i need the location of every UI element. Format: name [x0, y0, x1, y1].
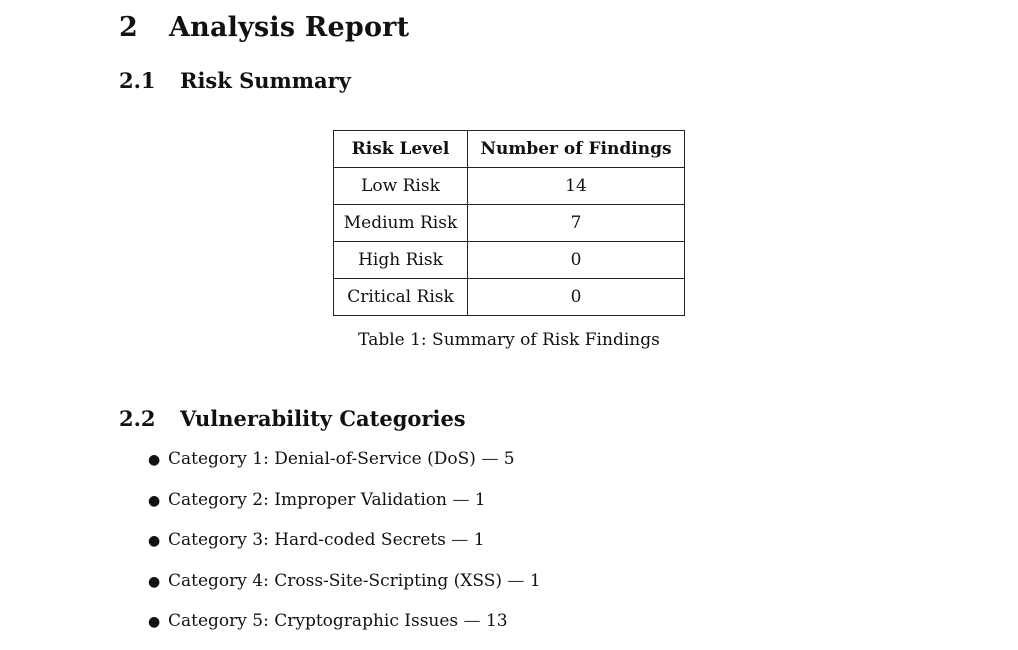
findings-count-cell: 0	[467, 278, 685, 316]
subsection-number: 2.1	[119, 68, 156, 93]
subsection-number: 2.2	[119, 406, 156, 431]
category-count: 1	[474, 489, 486, 510]
subsection-title: Risk Summary	[180, 68, 351, 93]
category-count: 5	[503, 449, 515, 469]
bullet-icon: ●	[148, 492, 161, 509]
section-number: 2	[119, 12, 138, 43]
list-item: ● Category 2: Improper Validation — 1	[148, 488, 541, 529]
section-heading: 2 Analysis Report	[119, 12, 409, 43]
findings-count-cell: 7	[467, 204, 685, 242]
subsection-title: Vulnerability Categories	[180, 406, 466, 431]
vulnerability-category-list: ● Category 1: Denial-of-Service (DoS) — 5…	[148, 447, 541, 650]
category-count: 1	[529, 570, 541, 591]
bullet-icon: ●	[148, 533, 161, 549]
table-row: Critical Risk 0	[333, 278, 685, 316]
category-label: Category 5: Cryptographic Issues	[168, 611, 459, 631]
em-dash-separator: —	[502, 570, 530, 591]
findings-count-cell: 0	[467, 241, 685, 279]
category-label: Category 1: Denial-of-Service (DoS)	[168, 449, 476, 469]
em-dash-separator: —	[446, 489, 475, 510]
risk-level-cell: Medium Risk	[333, 204, 468, 242]
table-header-row: Risk Level Number of Findings	[333, 130, 685, 168]
bullet-icon: ●	[148, 573, 161, 590]
table-row: High Risk 0	[333, 241, 685, 279]
category-count: 1	[473, 530, 485, 550]
table-caption: Table 1: Summary of Risk Findings	[358, 330, 660, 350]
em-dash-separator: —	[458, 611, 486, 631]
risk-summary-heading: 2.1 Risk Summary	[119, 68, 351, 93]
vulnerability-categories-heading: 2.2 Vulnerability Categories	[119, 406, 466, 431]
header-number-of-findings: Number of Findings	[467, 130, 685, 168]
category-count: 13	[485, 611, 508, 631]
list-item: ● Category 1: Denial-of-Service (DoS) — 5	[148, 447, 541, 488]
table-row: Medium Risk 7	[333, 204, 685, 242]
em-dash-separator: —	[475, 449, 504, 469]
risk-level-cell: High Risk	[333, 241, 468, 279]
list-item: ● Category 3: Hard-coded Secrets — 1	[148, 528, 541, 569]
header-risk-level: Risk Level	[333, 130, 468, 168]
findings-count-cell: 14	[467, 167, 685, 205]
list-item: ● Category 4: Cross-Site-Scripting (XSS) …	[148, 569, 541, 610]
risk-level-cell: Low Risk	[333, 167, 468, 205]
em-dash-separator: —	[445, 530, 474, 550]
category-label: Category 2: Improper Validation	[168, 489, 447, 510]
bullet-icon: ●	[148, 452, 161, 468]
list-item: ● Category 5: Cryptographic Issues — 13	[148, 609, 541, 650]
risk-summary-table: Risk Level Number of Findings Low Risk 1…	[333, 130, 685, 316]
category-label: Category 3: Hard-coded Secrets	[168, 530, 446, 550]
bullet-icon: ●	[148, 614, 161, 630]
table-row: Low Risk 14	[333, 167, 685, 205]
section-title: Analysis Report	[169, 12, 410, 43]
category-label: Category 4: Cross-Site-Scripting (XSS)	[168, 570, 502, 591]
risk-level-cell: Critical Risk	[333, 278, 468, 316]
